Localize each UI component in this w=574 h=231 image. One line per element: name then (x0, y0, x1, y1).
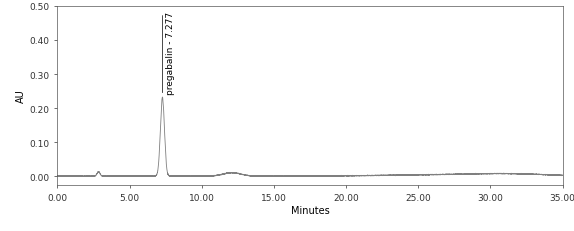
Y-axis label: AU: AU (16, 89, 26, 103)
Text: pregabalin - 7.277: pregabalin - 7.277 (166, 12, 175, 95)
X-axis label: Minutes: Minutes (290, 205, 329, 215)
